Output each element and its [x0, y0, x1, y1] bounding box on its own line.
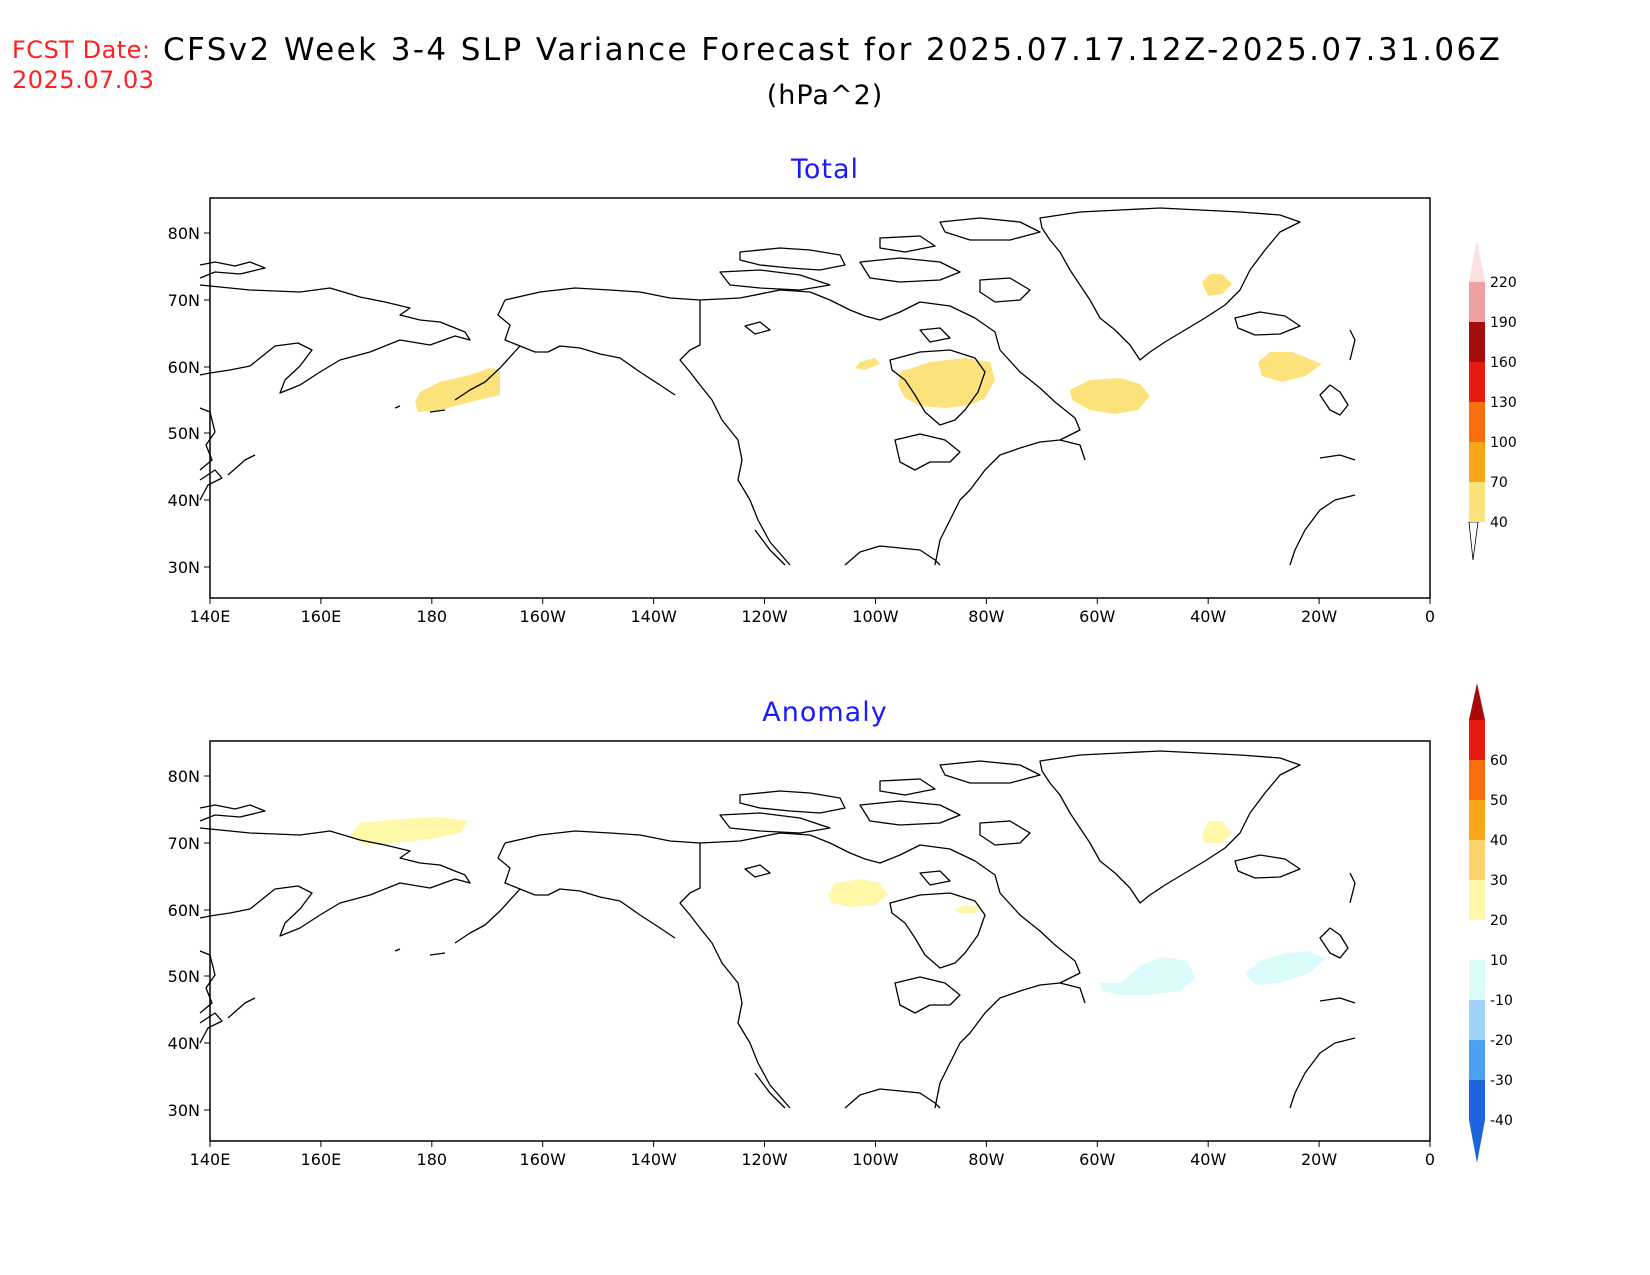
- coastlines-anomaly: [199, 750, 1356, 1109]
- lon-tick-label: 20W: [1301, 607, 1337, 626]
- colorbar-label: 40: [1490, 833, 1508, 849]
- colorbar-label: -30: [1490, 1073, 1513, 1089]
- region-total-labrador-sea: [1070, 378, 1150, 414]
- lon-tick-label: 160W: [520, 1150, 567, 1169]
- lat-tick: 80N: [168, 767, 200, 786]
- colorbar-label: 100: [1490, 435, 1517, 451]
- colorbar-label: 220: [1490, 275, 1517, 291]
- lon-tick-label: 40W: [1190, 607, 1226, 626]
- region-total-north-pacific: [415, 368, 500, 412]
- map-frame-anomaly: [209, 740, 1431, 1142]
- lat-tick: 80N: [168, 224, 200, 243]
- lon-tick-label: 140W: [630, 1150, 677, 1169]
- region-anomaly-east-greenland: [1202, 821, 1232, 843]
- lat-tick: 60N: [168, 901, 200, 920]
- panel-total: Total 80N 70N 60N 50N 40N 30N: [168, 154, 1517, 626]
- lon-tick-label: 160E: [301, 607, 342, 626]
- lon-tick-label: 180: [417, 1150, 448, 1169]
- lon-tick-label: 100W: [852, 607, 899, 626]
- lon-tick-label: 20W: [1301, 1150, 1337, 1169]
- region-anomaly-mid-atlantic: [1245, 951, 1325, 985]
- lat-tick: 40N: [168, 1034, 200, 1053]
- lat-tick: 70N: [168, 834, 200, 853]
- lon-tick-label: 0: [1425, 607, 1435, 626]
- lon-tick-label: 100W: [852, 1150, 899, 1169]
- lon-tick-label: 140E: [190, 1150, 231, 1169]
- colorbar-label: 20: [1490, 913, 1508, 929]
- colorbar-label: 10: [1490, 953, 1508, 969]
- lon-tick-label: 140E: [190, 607, 231, 626]
- panel-title-anomaly: Anomaly: [762, 697, 887, 728]
- map-frame-total: [209, 197, 1431, 599]
- colorbar-label: 40: [1490, 515, 1508, 531]
- lon-tick-label: 160W: [520, 607, 567, 626]
- colorbar-label: 70: [1490, 475, 1508, 491]
- lon-tick-label: 120W: [741, 1150, 788, 1169]
- colorbar-label: 160: [1490, 355, 1517, 371]
- lon-tick-label: 40W: [1190, 1150, 1226, 1169]
- lon-tick-label: 120W: [741, 607, 788, 626]
- units-label: (hPa^2): [766, 80, 884, 111]
- lon-tick-label: 60W: [1079, 1150, 1115, 1169]
- colorbar-label: 30: [1490, 873, 1508, 889]
- colorbar-label: 130: [1490, 395, 1517, 411]
- lon-tick-label: 80W: [968, 1150, 1004, 1169]
- lon-tick-label: 180: [417, 607, 448, 626]
- colorbar-label: 190: [1490, 315, 1517, 331]
- lat-axis-total: 80N 70N 60N 50N 40N 30N: [168, 224, 210, 577]
- lat-tick: 50N: [168, 967, 200, 986]
- lon-axis-anomaly: 140E 160E 180 160W 140W 120W 100W 80W 60W 40W 20W 0: [190, 1141, 1435, 1169]
- colorbar-anomaly: -40 -30 -20 -10 10 20 30 40 50 60: [1469, 683, 1513, 1163]
- lon-tick-label: 160E: [301, 1150, 342, 1169]
- lat-axis-anomaly: 80N 70N 60N 50N 40N 30N: [168, 767, 210, 1120]
- region-anomaly-newfoundland: [1100, 957, 1195, 995]
- region-total-central-canada: [855, 358, 880, 370]
- lat-tick: 70N: [168, 291, 200, 310]
- colorbar-total: 40 70 100 130 160 190 220: [1468, 240, 1517, 561]
- region-anomaly-central-canada: [828, 879, 888, 907]
- lat-tick: 40N: [168, 491, 200, 510]
- region-anomaly-hudson-bay: [955, 905, 982, 913]
- colorbar-label: -10: [1490, 993, 1513, 1009]
- region-total-hudson-bay: [898, 358, 995, 408]
- lat-tick: 30N: [168, 558, 200, 577]
- region-anomaly-chukchi: [350, 817, 468, 845]
- lat-tick: 50N: [168, 424, 200, 443]
- coastlines-total: [199, 207, 1356, 566]
- lon-tick-label: 60W: [1079, 607, 1115, 626]
- panel-title-total: Total: [790, 154, 859, 185]
- colorbar-label: 50: [1490, 793, 1508, 809]
- fcst-date-value: 2025.07.03: [12, 66, 155, 94]
- colorbar-label: -20: [1490, 1033, 1513, 1049]
- lat-tick: 60N: [168, 358, 200, 377]
- panel-anomaly: Anomaly 80N 70N 60N: [168, 683, 1513, 1169]
- chart-title: CFSv2 Week 3-4 SLP Variance Forecast for…: [163, 32, 1503, 68]
- colorbar-label: 60: [1490, 753, 1508, 769]
- fcst-date-label: FCST Date:: [12, 36, 151, 64]
- lon-axis-total: 140E 160E 180 160W 140W 120W 100W 80W 60W 40W 20W 0: [190, 598, 1435, 626]
- region-total-east-greenland: [1202, 274, 1232, 296]
- lat-tick: 30N: [168, 1101, 200, 1120]
- lon-tick-label: 80W: [968, 607, 1004, 626]
- lon-tick-label: 140W: [630, 607, 677, 626]
- lon-tick-label: 0: [1425, 1150, 1435, 1169]
- region-total-iceland: [1258, 352, 1322, 382]
- colorbar-label: -40: [1490, 1113, 1513, 1129]
